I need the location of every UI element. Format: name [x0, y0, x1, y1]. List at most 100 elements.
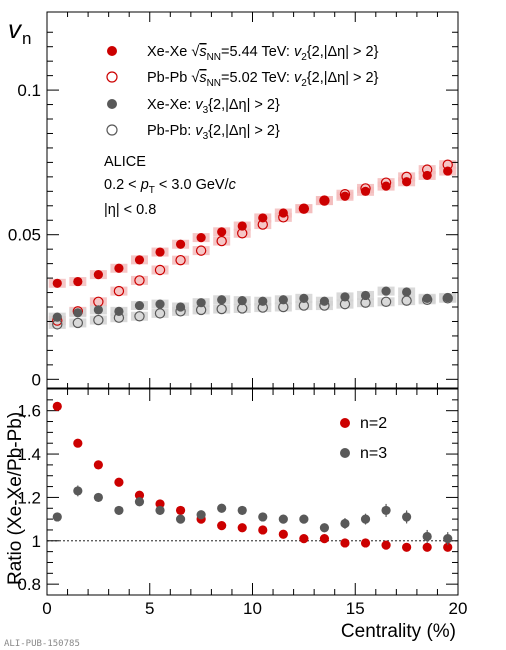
- top-axis-ticks: [46, 12, 459, 388]
- sys-band-pb-pb-v2-3: [110, 286, 128, 296]
- ratio-point-n-2-17: [402, 542, 412, 552]
- sys-band-pb-pb-v2-19: [439, 160, 457, 170]
- point-pb-pb-v2-10: [257, 219, 268, 230]
- point-xe-xe-v3-1: [73, 308, 83, 318]
- ratio-point-n-3-9: [237, 505, 247, 516]
- ratio-point-n-3-13: [319, 523, 330, 533]
- point-pb-pb-v2-9: [237, 228, 248, 239]
- top-panel: 0 0.05 0.1 vn Xe-Xe √sNN=5.44 TeV: v2{2,|Δ…: [8, 11, 459, 389]
- eta-range-label: |η| < 0.8: [104, 202, 156, 218]
- point-xe-xe-v3-19: [443, 292, 453, 303]
- point-pb-pb-v3-9: [237, 303, 248, 314]
- bottom-panel: 0.8 1 1.2 1.4 1.6 0 5 10 15 20 n=2 n=3 Ratio (Xe…: [5, 388, 467, 642]
- point-xe-xe-v2-16: [381, 181, 391, 191]
- bottom-y-tick-label-4: 1.6: [17, 402, 41, 421]
- point-pb-pb-v2-19: [442, 159, 453, 170]
- x-tick-label-1: 5: [145, 599, 154, 618]
- x-tick-label-3: 15: [346, 599, 365, 618]
- point-xe-xe-v3-9: [237, 296, 247, 306]
- point-pb-pb-v2-6: [175, 254, 186, 266]
- ratio-point-n-2-15: [360, 538, 371, 548]
- point-xe-xe-v2-2: [93, 270, 103, 280]
- point-xe-xe-v2-5: [155, 247, 165, 257]
- ratio-point-n-2-8: [217, 521, 227, 531]
- ratio-point-n-3-0: [52, 512, 62, 522]
- bottom-data-points: [52, 401, 453, 552]
- legend-marker-pbpb-v2: [106, 71, 118, 83]
- point-xe-xe-v2-9: [237, 221, 247, 231]
- point-xe-xe-v2-0: [52, 278, 62, 288]
- ratio-point-n-2-0: [52, 401, 62, 411]
- bottom-x-tick-labels: 0 5 10 15 20: [42, 599, 467, 618]
- bottom-y-tick-labels: 0.8 1 1.2 1.4 1.6: [17, 402, 41, 594]
- ratio-point-n-2-16: [381, 540, 391, 550]
- experiment-label: ALICE: [104, 154, 146, 170]
- sys-band-pb-pb-v3-17: [398, 296, 416, 306]
- sys-band-pb-pb-v3-15: [357, 298, 375, 308]
- point-pb-pb-v2-17: [401, 171, 412, 183]
- ratio-point-n-3-5: [155, 505, 165, 516]
- point-pb-pb-v3-19: [442, 293, 453, 304]
- legend-label-pbpb-v3: Pb-Pb: v3{2,|Δη| > 2}: [147, 123, 280, 142]
- point-pb-pb-v3-14: [339, 298, 351, 310]
- point-pb-pb-v2-16: [380, 177, 392, 188]
- point-pb-pb-v3-5: [154, 308, 166, 319]
- legend-marker-xexe-v3: [107, 99, 117, 109]
- sys-band-pb-pb-v3-11: [274, 302, 292, 312]
- ratio-point-n-3-12: [299, 514, 309, 524]
- sys-band-pb-pb-v2-18: [418, 165, 436, 175]
- legend-marker-xexe-v2: [107, 46, 117, 56]
- ratio-point-n-3-2: [93, 492, 103, 503]
- point-xe-xe-v3-8: [217, 295, 227, 305]
- point-xe-xe-v3-12: [299, 293, 309, 303]
- ratio-point-n-3-17: [402, 512, 412, 522]
- bottom-panel-frame: [46, 388, 459, 596]
- point-pb-pb-v2-15: [360, 183, 371, 194]
- ratio-point-n-2-5: [155, 499, 165, 509]
- point-pb-pb-v3-0: [52, 319, 63, 330]
- point-pb-pb-v2-18: [421, 164, 433, 175]
- point-xe-xe-v3-11: [278, 295, 288, 305]
- bottom-y-tick-label-2: 1.2: [17, 488, 41, 507]
- sys-band-pb-pb-v3-0: [48, 319, 66, 329]
- point-pb-pb-v3-17: [401, 295, 412, 306]
- bottom-y-tick-label-1: 1: [32, 532, 41, 551]
- legend-label-pbpb-v2: Pb-Pb √sNN=5.02 TeV: v2{2,|Δη| > 2}: [147, 70, 379, 89]
- legend-marker-pbpb-v3: [106, 124, 118, 136]
- sys-band-pb-pb-v2-9: [233, 228, 251, 238]
- sys-band-pb-pb-v3-12: [295, 301, 313, 311]
- sys-band-pb-pb-v3-5: [151, 308, 169, 318]
- ratio-point-n-3-19: [443, 534, 453, 544]
- sys-band-pb-pb-v3-16: [377, 297, 395, 307]
- bottom-y-tick-label-0: 0.8: [17, 575, 41, 594]
- point-xe-xe-v2-18: [422, 170, 432, 181]
- legend-label-n2: n=2: [360, 415, 387, 432]
- sys-band-pb-pb-v3-4: [130, 311, 148, 321]
- ratio-point-n-3-7: [196, 510, 206, 520]
- point-pb-pb-v3-16: [380, 296, 392, 308]
- x-axis-title: Centrality (%): [341, 621, 456, 642]
- sys-band-pb-pb-v2-5: [151, 265, 169, 275]
- pt-range-label: 0.2 < pT < 3.0 GeV/c: [104, 177, 237, 196]
- ratio-point-n-2-4: [134, 490, 145, 500]
- point-pb-pb-v3-15: [360, 297, 371, 308]
- x-tick-label-4: 20: [449, 599, 468, 618]
- ratio-point-n-3-16: [381, 505, 391, 516]
- ratio-point-n-3-3: [114, 505, 124, 516]
- point-xe-xe-v3-17: [402, 287, 412, 297]
- point-pb-pb-v2-12: [298, 203, 310, 214]
- ratio-point-n-2-13: [319, 534, 330, 544]
- ratio-point-n-2-9: [237, 523, 247, 533]
- point-pb-pb-v2-11: [278, 212, 289, 223]
- point-pb-pb-v3-2: [93, 314, 104, 326]
- point-xe-xe-v2-4: [134, 255, 145, 265]
- point-xe-xe-v2-8: [217, 227, 227, 237]
- point-pb-pb-v3-3: [113, 312, 125, 323]
- point-pb-pb-v2-7: [195, 245, 207, 256]
- point-xe-xe-v3-14: [340, 292, 350, 302]
- ratio-point-n-2-18: [422, 542, 432, 552]
- sys-band-pb-pb-v2-8: [213, 236, 231, 246]
- sys-band-pb-pb-v3-10: [254, 303, 272, 313]
- bottom-y-tick-label-3: 1.4: [17, 445, 41, 464]
